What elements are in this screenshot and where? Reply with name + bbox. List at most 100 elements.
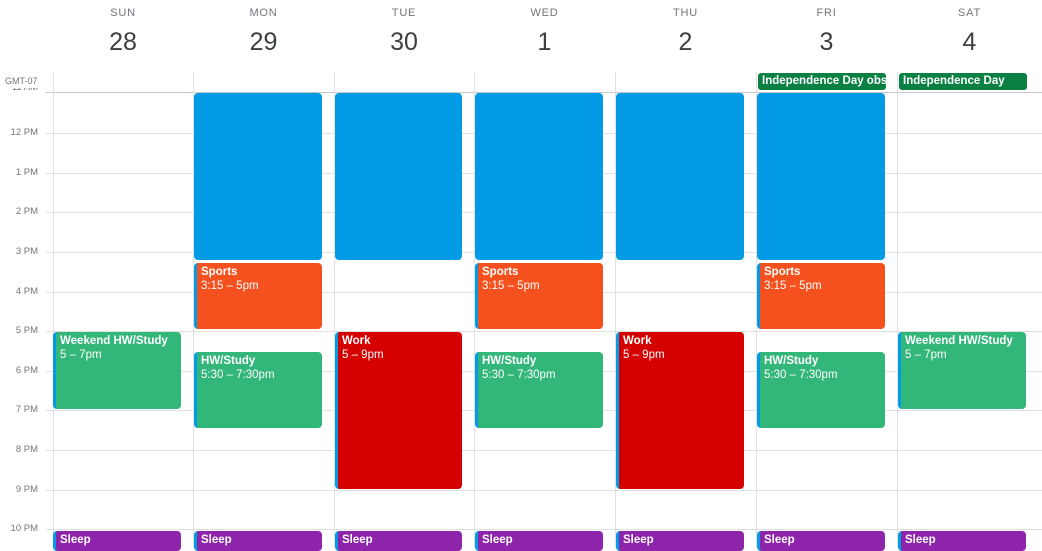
event-hw-study[interactable]: HW/Study 5:30 – 7:30pm	[475, 352, 603, 428]
event-time: 5 – 7pm	[905, 349, 947, 361]
grid-top-border	[46, 92, 1042, 93]
event-time: 5 – 9pm	[623, 349, 665, 361]
timezone-label: GMT-07	[5, 76, 38, 86]
day-divider	[897, 72, 898, 547]
time-label: 5 PM	[15, 325, 38, 336]
event-time: 5 – 9pm	[342, 349, 384, 361]
day-number[interactable]: 3	[819, 28, 834, 56]
event-title: Sports	[482, 266, 519, 278]
event-sleep[interactable]: Sleep	[898, 531, 1026, 551]
day-of-week: MON	[249, 7, 278, 19]
day-header-fri[interactable]: FRI 3	[756, 0, 897, 70]
day-divider	[53, 72, 54, 75]
event-time: 5 – 7pm	[60, 349, 102, 361]
calendar-event-block[interactable]	[475, 93, 603, 260]
event-title: Sleep	[60, 534, 91, 546]
event-time: 5:30 – 7:30pm	[482, 369, 556, 381]
event-title: Sports	[201, 266, 238, 278]
day-number[interactable]: 4	[962, 28, 977, 56]
day-number[interactable]: 29	[249, 28, 278, 56]
event-title: Sleep	[905, 534, 936, 546]
day-header-tue[interactable]: TUE 30	[334, 0, 474, 70]
calendar-event-block[interactable]	[616, 93, 744, 260]
event-title: HW/Study	[482, 355, 537, 367]
event-title: HW/Study	[201, 355, 256, 367]
event-title: Weekend HW/Study	[905, 335, 1013, 347]
event-time: 5:30 – 7:30pm	[201, 369, 275, 381]
day-of-week: WED	[530, 7, 559, 19]
calendar-event-block[interactable]	[194, 93, 322, 260]
event-title: Sleep	[201, 534, 232, 546]
day-divider	[756, 72, 757, 75]
day-of-week: THU	[672, 7, 698, 19]
day-divider	[615, 72, 616, 547]
day-number[interactable]: 1	[537, 28, 552, 56]
event-title: Sleep	[764, 534, 795, 546]
calendar-event-block[interactable]	[757, 93, 885, 260]
event-title: Work	[623, 335, 652, 347]
day-divider	[53, 72, 54, 547]
time-label: 8 PM	[15, 444, 38, 455]
time-label: 10 PM	[10, 523, 38, 534]
event-sports[interactable]: Sports 3:15 – 5pm	[194, 263, 322, 329]
time-label: 6 PM	[15, 365, 38, 376]
event-title: Sleep	[482, 534, 513, 546]
event-title: HW/Study	[764, 355, 819, 367]
time-label: 4 PM	[15, 286, 38, 297]
day-divider	[474, 72, 475, 547]
all-day-event[interactable]: Independence Day	[899, 73, 1027, 90]
event-weekend-hw-study[interactable]: Weekend HW/Study 5 – 7pm	[53, 332, 181, 409]
time-label: 1 PM	[15, 167, 38, 178]
time-label: 7 PM	[15, 404, 38, 415]
event-time: 3:15 – 5pm	[764, 280, 822, 292]
day-header-wed[interactable]: WED 1	[474, 0, 615, 70]
event-title: Sleep	[623, 534, 654, 546]
day-header-thu[interactable]: THU 2	[615, 0, 756, 70]
day-divider	[756, 72, 757, 547]
day-number[interactable]: 28	[109, 28, 137, 56]
event-hw-study[interactable]: HW/Study 5:30 – 7:30pm	[757, 352, 885, 428]
event-work[interactable]: Work 5 – 9pm	[335, 332, 462, 489]
hour-line	[46, 529, 1042, 530]
day-divider	[193, 72, 194, 547]
event-time: 5:30 – 7:30pm	[764, 369, 838, 381]
event-hw-study[interactable]: HW/Study 5:30 – 7:30pm	[194, 352, 322, 428]
event-sleep[interactable]: Sleep	[616, 531, 744, 551]
hour-line	[46, 490, 1042, 491]
event-sports[interactable]: Sports 3:15 – 5pm	[757, 263, 885, 329]
day-divider	[334, 72, 335, 547]
day-number[interactable]: 30	[390, 28, 418, 56]
hour-line	[46, 450, 1042, 451]
time-label: 11 AM	[0, 88, 38, 94]
week-header: SUN 28 MON 29 TUE 30 WED 1 THU 2 FRI 3 S…	[0, 0, 1042, 75]
calendar-event-block[interactable]	[335, 93, 462, 260]
day-of-week: SAT	[958, 7, 981, 19]
day-divider	[193, 72, 194, 75]
day-header-sat[interactable]: SAT 4	[897, 0, 1042, 70]
event-work[interactable]: Work 5 – 9pm	[616, 332, 744, 489]
day-header-mon[interactable]: MON 29	[193, 0, 334, 70]
event-sleep[interactable]: Sleep	[335, 531, 462, 551]
time-label: 3 PM	[15, 246, 38, 257]
event-sleep[interactable]: Sleep	[53, 531, 181, 551]
all-day-event[interactable]: Independence Day obs	[758, 73, 886, 90]
event-sleep[interactable]: Sleep	[475, 531, 603, 551]
event-sleep[interactable]: Sleep	[194, 531, 322, 551]
event-weekend-hw-study[interactable]: Weekend HW/Study 5 – 7pm	[898, 332, 1026, 409]
event-title: Weekend HW/Study	[60, 335, 168, 347]
event-sports[interactable]: Sports 3:15 – 5pm	[475, 263, 603, 329]
hour-line	[46, 331, 1042, 332]
event-time: 3:15 – 5pm	[201, 280, 259, 292]
day-divider	[897, 72, 898, 75]
day-of-week: FRI	[816, 7, 837, 19]
event-time: 3:15 – 5pm	[482, 280, 540, 292]
time-label: 9 PM	[15, 484, 38, 495]
event-title: Work	[342, 335, 371, 347]
event-sleep[interactable]: Sleep	[757, 531, 885, 551]
day-divider	[474, 72, 475, 75]
day-of-week: SUN	[110, 7, 136, 19]
time-label: 2 PM	[15, 206, 38, 217]
day-header-sun[interactable]: SUN 28	[53, 0, 193, 70]
event-title: Sports	[764, 266, 801, 278]
day-number[interactable]: 2	[678, 28, 693, 56]
